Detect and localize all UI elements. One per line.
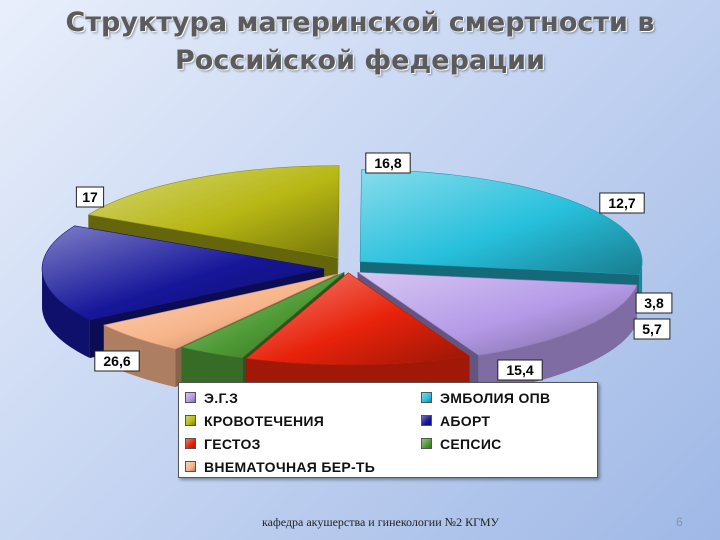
data-label-box [599, 192, 645, 214]
data-label-text: 17 [82, 189, 98, 205]
legend-label: АБОРТ [440, 412, 491, 429]
data-label-text: 3,8 [644, 295, 664, 311]
chart-legend: Э.Г.З ЭМБОЛИЯ ОПВ КРОВОТЕЧЕНИЯ АБОРТ ГЕСТОЗ С… [178, 382, 598, 478]
data-label-text: 5,7 [642, 321, 662, 337]
data-label-box [497, 359, 543, 381]
data-label-text: 12,7 [608, 195, 635, 211]
data-label-text: 15,4 [506, 362, 533, 378]
slice-top-eg3 [356, 271, 638, 356]
legend-label: СЕПСИС [440, 435, 502, 452]
data-label-text: 16,8 [374, 155, 401, 171]
data-label-abort: 16,8 [365, 152, 411, 174]
data-label-gestoz: 12,7 [599, 192, 645, 214]
slide-title-line-1: Структура материнской смертности в [65, 7, 655, 38]
footer-text: кафедра акушерства и гинекологии №2 КГМУ [262, 515, 500, 529]
legend-swatch [185, 461, 196, 472]
data-label-box [365, 152, 411, 174]
data-label-emboliya: 26,6 [94, 350, 140, 372]
legend-label: ЭМБОЛИЯ ОПВ [440, 389, 551, 406]
legend-item-sepsis: СЕПСИС [421, 432, 601, 455]
slice-top-abort [41, 225, 325, 321]
legend-item-gestoz: ГЕСТОЗ [185, 432, 421, 455]
legend-swatch [421, 392, 432, 403]
slide-title-line-2: Российской федерации [175, 45, 545, 76]
data-label-krovot: 17 [75, 186, 105, 208]
slice-top-sepsis [180, 271, 345, 359]
page-number: 6 [676, 515, 683, 529]
data-label-box [635, 292, 673, 314]
legend-item-krovot: КРОВОТЕЧЕНИЯ [185, 409, 421, 432]
data-labels: 16,8 17 12,7 3,8 5,7 15,4 26,6 [75, 152, 673, 381]
legend-item-emboliya: ЭМБОЛИЯ ОПВ [421, 386, 601, 409]
legend-item-eg3: Э.Г.З [185, 386, 421, 409]
legend-swatch [421, 438, 432, 449]
slice-top-krovot [87, 165, 340, 259]
data-label-box [94, 350, 140, 372]
legend-item-vnemat: ВНЕМАТОЧНАЯ БЕР-ТЬ [185, 455, 421, 478]
legend-label: КРОВОТЕЧЕНИЯ [204, 412, 325, 429]
legend-label: ГЕСТОЗ [204, 435, 261, 452]
legend-swatch [185, 392, 196, 403]
slide-title: Структура материнской смертности в Росси… [0, 4, 720, 80]
data-label-vnemat: 5,7 [633, 318, 671, 340]
data-label-text: 26,6 [103, 353, 130, 369]
slice-top-emboliya [359, 169, 643, 275]
legend-swatch [185, 438, 196, 449]
slice-top-vnemat [102, 273, 339, 350]
data-label-box [75, 186, 105, 208]
legend-swatch [421, 415, 432, 426]
legend-item-abort: АБОРТ [421, 409, 601, 432]
slice-side-abort [42, 268, 90, 359]
slice-top-gestoz [245, 272, 471, 366]
legend-swatch [185, 415, 196, 426]
legend-label: Э.Г.З [204, 389, 239, 406]
data-label-sepsis: 3,8 [635, 292, 673, 314]
legend-label: ВНЕМАТОЧНАЯ БЕР-ТЬ [204, 458, 376, 475]
data-label-box [633, 318, 671, 340]
data-label-eg3: 15,4 [497, 359, 543, 381]
